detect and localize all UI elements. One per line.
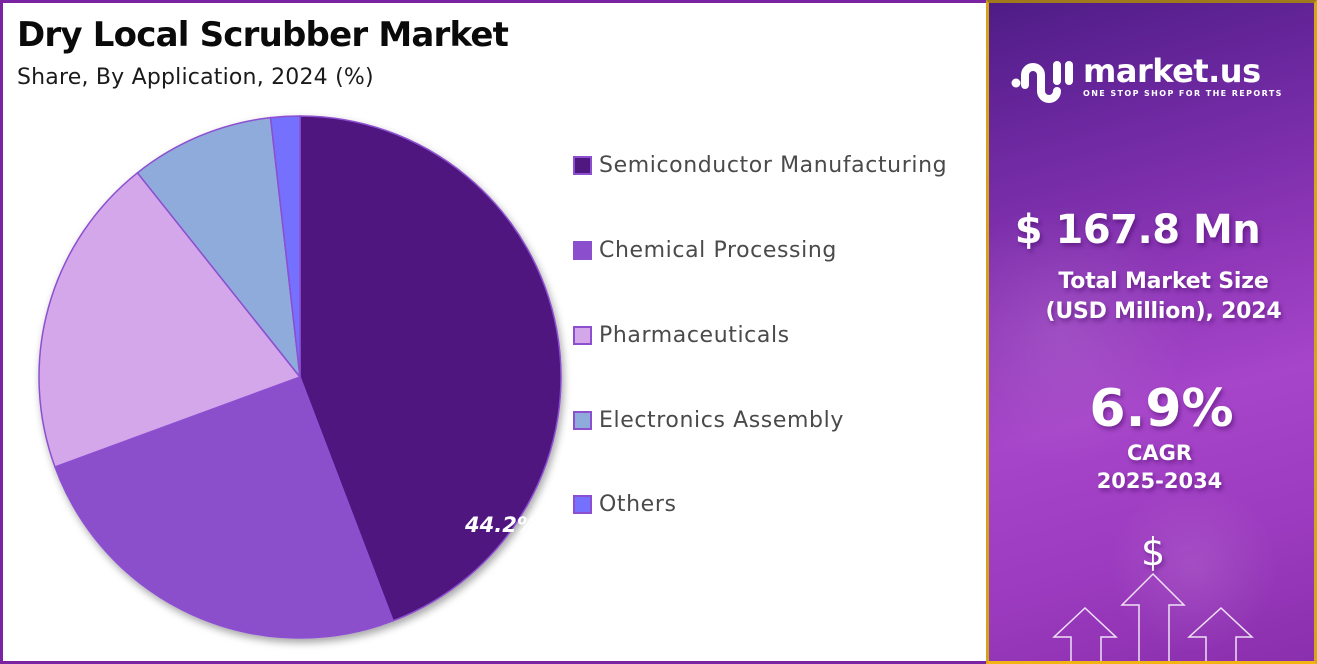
cagr-label-line2: 2025-2034	[1096, 469, 1223, 493]
market-size-value: $ 167.8 Mn	[1014, 207, 1261, 253]
market-size-label-line2: (USD Million), 2024	[1045, 299, 1282, 324]
pie-slice-electronics-assembly	[136, 116, 302, 380]
brand-name: market.us	[1083, 52, 1261, 90]
legend-swatch-icon	[573, 326, 592, 345]
legend-item-chemical-processing: Chemical Processing	[573, 238, 837, 263]
legend-label: Others	[599, 492, 677, 517]
pie-slice-chemical-processing	[54, 376, 394, 639]
summary-panel: market.us ONE STOP SHOP FOR THE REPORTS …	[986, 0, 1317, 664]
legend-swatch-icon	[573, 411, 592, 430]
chart-title: Dry Local Scrubber Market	[17, 15, 509, 55]
background-decoration	[989, 203, 1189, 463]
legend-item-semiconductor-manufacturing: Semiconductor Manufacturing	[573, 153, 947, 178]
market-size-label-line1: Total Market Size	[1058, 269, 1269, 294]
legend-label: Semiconductor Manufacturing	[599, 153, 948, 178]
legend-swatch-icon	[573, 156, 592, 175]
background-decoration	[1109, 483, 1279, 653]
legend-item-pharmaceuticals: Pharmaceuticals	[573, 323, 790, 348]
chart-subtitle: Share, By Application, 2024 (%)	[17, 65, 374, 90]
pie-chart-svg	[38, 115, 562, 639]
slice-label-semiconductor: 44.2%	[465, 513, 538, 537]
pie-chart: 44.2%	[33, 108, 573, 648]
legend-label: Pharmaceuticals	[599, 323, 790, 348]
chart-panel: Dry Local Scrubber Market Share, By Appl…	[0, 0, 987, 664]
cagr-label: CAGR 2025-2034	[997, 439, 1314, 495]
brand-tagline: ONE STOP SHOP FOR THE REPORTS	[1083, 89, 1283, 98]
cagr-label-line1: CAGR	[1126, 441, 1193, 465]
market-us-logo-icon	[1011, 61, 1073, 103]
legend-swatch-icon	[573, 241, 592, 260]
brand-logo: market.us ONE STOP SHOP FOR THE REPORTS	[1011, 51, 1283, 107]
dollar-icon: $	[1141, 530, 1166, 574]
legend-label: Electronics Assembly	[599, 408, 844, 433]
pie-slice-others	[269, 115, 301, 378]
legend-label: Chemical Processing	[599, 238, 837, 263]
pie-slice-pharmaceuticals	[38, 171, 302, 468]
legend-item-electronics-assembly: Electronics Assembly	[573, 408, 844, 433]
market-size-label: Total Market Size (USD Million), 2024	[1001, 267, 1314, 327]
legend-item-others: Others	[573, 492, 677, 517]
legend-swatch-icon	[573, 495, 592, 514]
cagr-value: 6.9%	[1089, 379, 1234, 439]
pie-slice-semiconductor-manufacturing	[299, 115, 562, 622]
growth-arrows-icon	[1052, 572, 1254, 661]
